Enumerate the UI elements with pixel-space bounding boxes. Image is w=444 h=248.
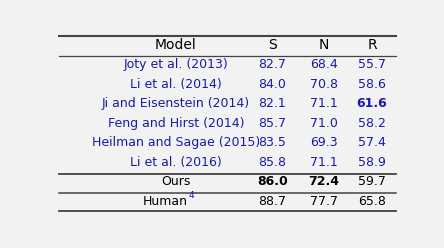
- Text: S: S: [268, 38, 277, 52]
- Text: 4: 4: [189, 191, 194, 200]
- Text: 77.7: 77.7: [310, 195, 338, 208]
- Text: Heilman and Sagae (2015): Heilman and Sagae (2015): [92, 136, 260, 149]
- Text: Feng and Hirst (2014): Feng and Hirst (2014): [108, 117, 244, 130]
- Text: 71.1: 71.1: [310, 97, 338, 110]
- Text: 85.8: 85.8: [258, 156, 286, 169]
- Text: 72.4: 72.4: [309, 175, 339, 188]
- Text: Li et al. (2014): Li et al. (2014): [130, 78, 222, 91]
- Text: Joty et al. (2013): Joty et al. (2013): [123, 58, 228, 71]
- Text: 69.3: 69.3: [310, 136, 338, 149]
- Text: 70.8: 70.8: [310, 78, 338, 91]
- Text: 57.4: 57.4: [358, 136, 386, 149]
- Text: 65.8: 65.8: [358, 195, 386, 208]
- Text: 61.6: 61.6: [357, 97, 388, 110]
- Text: 82.1: 82.1: [258, 97, 286, 110]
- Text: 85.7: 85.7: [258, 117, 286, 130]
- Text: 71.1: 71.1: [310, 156, 338, 169]
- Text: Ours: Ours: [161, 175, 190, 188]
- Text: Human: Human: [143, 195, 188, 208]
- Text: 58.2: 58.2: [358, 117, 386, 130]
- Text: 59.7: 59.7: [358, 175, 386, 188]
- Text: Model: Model: [155, 38, 197, 52]
- Text: 83.5: 83.5: [258, 136, 286, 149]
- Text: 88.7: 88.7: [258, 195, 286, 208]
- Text: 84.0: 84.0: [258, 78, 286, 91]
- Text: Ji and Eisenstein (2014): Ji and Eisenstein (2014): [102, 97, 250, 110]
- Text: Li et al. (2016): Li et al. (2016): [130, 156, 222, 169]
- Text: 82.7: 82.7: [258, 58, 286, 71]
- Text: 68.4: 68.4: [310, 58, 338, 71]
- Text: 58.6: 58.6: [358, 78, 386, 91]
- Text: 58.9: 58.9: [358, 156, 386, 169]
- Text: 86.0: 86.0: [257, 175, 288, 188]
- Text: 71.0: 71.0: [310, 117, 338, 130]
- Text: 55.7: 55.7: [358, 58, 386, 71]
- Text: N: N: [319, 38, 329, 52]
- Text: R: R: [367, 38, 377, 52]
